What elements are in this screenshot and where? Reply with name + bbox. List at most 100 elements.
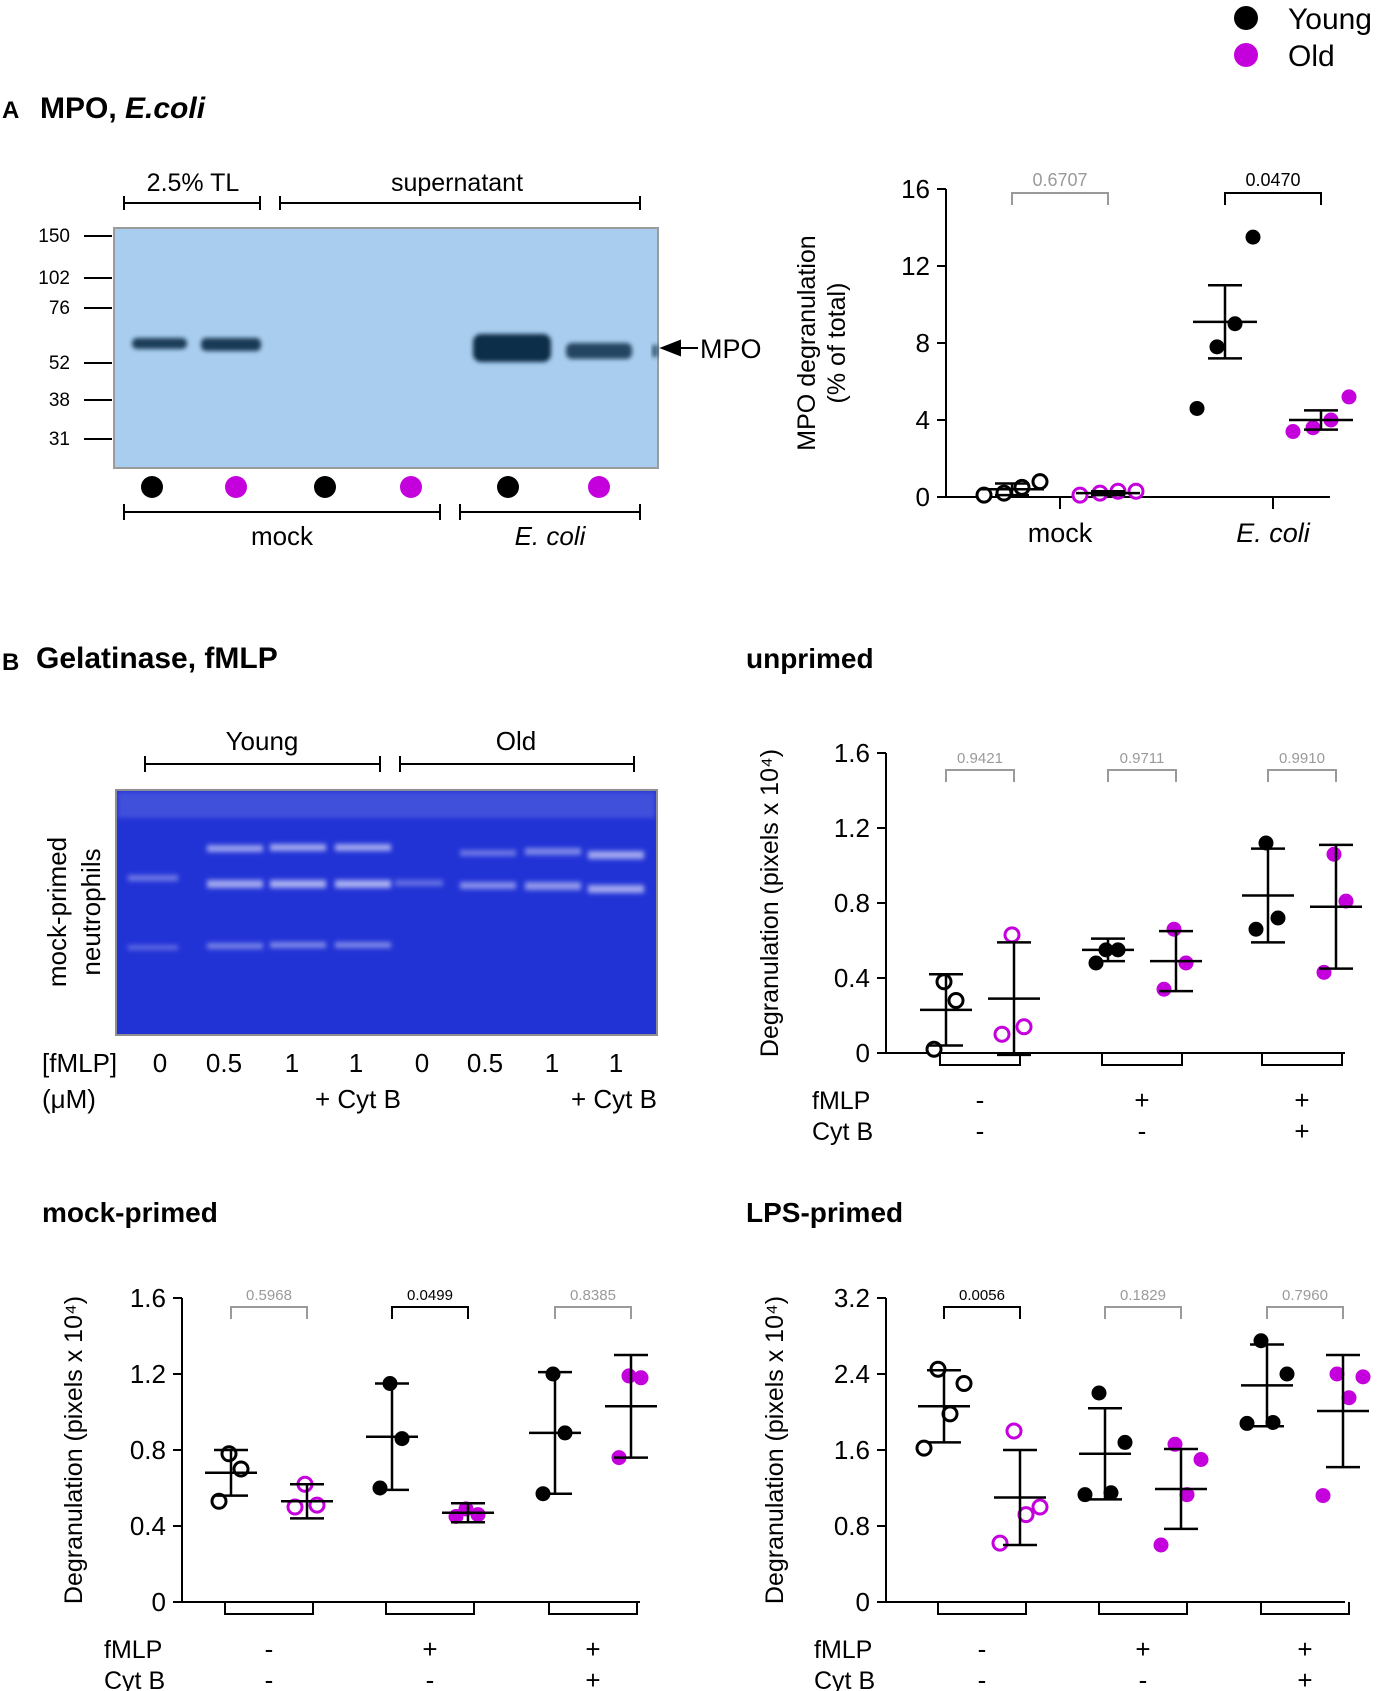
gel-side-label-1: mock-primed (42, 837, 72, 987)
p-value-bracket (1104, 1306, 1182, 1319)
p-value-bracket (554, 1306, 632, 1319)
gel-background (115, 789, 658, 1036)
gel-concentrations: 0 0.5 1 1 0 0.5 1 1 + Cyt B + Cyt B (153, 1048, 657, 1114)
y-tick-label: 0 (856, 1038, 870, 1068)
data-point-young (1189, 400, 1205, 416)
data-point-old (1193, 1452, 1209, 1467)
gel-conc-lane7: 1 (545, 1048, 559, 1078)
gel-band (525, 848, 581, 855)
condition-cytb-value: - (1139, 1665, 1148, 1691)
p-value-label: 0.0470 (1245, 170, 1300, 190)
condition-cytb-value: - (978, 1665, 987, 1691)
data-point-young (1248, 921, 1264, 937)
p-value-bracket (230, 1306, 308, 1319)
blot-bracket-mock (123, 504, 441, 520)
p-value-label: 0.7960 (1282, 1287, 1328, 1304)
condition-fmlp-value: - (978, 1634, 987, 1664)
data-point-young (915, 1439, 933, 1457)
data-point-old (1338, 893, 1354, 909)
y-tick-label: 8 (916, 328, 930, 358)
y-tick-label: 0.8 (130, 1435, 166, 1465)
condition-fmlp-value: + (422, 1634, 437, 1664)
condition-cytb-value: - (1138, 1116, 1147, 1146)
blot-band-lane6 (566, 343, 632, 359)
legend-young-marker (1234, 6, 1258, 30)
data-point-old (993, 1025, 1011, 1043)
lane-marker-5 (497, 476, 519, 498)
lane-marker-4 (400, 476, 422, 498)
data-point-old (1285, 424, 1301, 440)
data-point-young (1088, 955, 1104, 971)
condition-fmlp-value: + (1134, 1085, 1149, 1115)
blot-group-mock: mock (251, 521, 314, 551)
data-point-old (1015, 1018, 1033, 1036)
gel-group-old: Old (496, 726, 536, 756)
blot-bands (132, 334, 658, 362)
gel-bracket-old (399, 756, 635, 772)
chart-mock-primed: 0 0.4 0.8 1.2 1.6 Degranulation (pixels x 10⁴… (60, 1283, 657, 1691)
condition-cytb-value: - (265, 1665, 274, 1691)
gel-side-label-2: neutrophils (76, 848, 106, 975)
row-label-cytb: Cyt B (814, 1667, 875, 1691)
blot-group-tl: 2.5% TL (147, 169, 240, 197)
condition-bracket (1261, 1053, 1343, 1066)
mw-label-52: 52 (49, 353, 70, 374)
chart-mock-primed-title: mock-primed (42, 1197, 218, 1228)
condition-bracket (939, 1053, 1021, 1066)
condition-bracket (385, 1602, 475, 1615)
data-point-young (1245, 229, 1261, 245)
p-value-bracket (945, 769, 1015, 782)
lane-marker-6 (588, 476, 610, 498)
gel-band (207, 943, 263, 949)
p-value-label: 0.0056 (959, 1287, 1005, 1304)
mw-label-102: 102 (38, 268, 70, 289)
gel-conc-lane2: 0.5 (206, 1048, 242, 1078)
gel-band (270, 942, 326, 948)
p-value-label: 0.9910 (1279, 750, 1325, 767)
data-point-old (1305, 420, 1321, 436)
gel-bracket-young (144, 756, 381, 772)
gel-band (270, 880, 326, 888)
y-tick-label: 3.2 (834, 1283, 870, 1313)
y-tick-label: 12 (901, 251, 930, 281)
p-value-label: 0.6707 (1032, 170, 1087, 190)
y-axis-label: Degranulation (pixels x 10⁴) (60, 1296, 88, 1604)
y-axis-label: Degranulation (pixels x 10⁴) (756, 749, 784, 1057)
mw-label-150: 150 (38, 226, 70, 247)
data-point-old (1031, 1498, 1049, 1516)
data-point-old (1071, 486, 1089, 504)
condition-cytb-value: + (585, 1665, 600, 1691)
data-point-young (1270, 910, 1286, 926)
condition-fmlp-value: + (1135, 1634, 1150, 1664)
panel-b-title: Gelatinase, fMLP (36, 642, 278, 675)
condition-bracket (548, 1602, 638, 1615)
x-category-label: E. coli (1236, 518, 1311, 548)
gel-conc-lane6: 0.5 (467, 1048, 503, 1078)
chart-unprimed-title: unprimed (746, 643, 874, 674)
gel-band (460, 882, 516, 889)
mw-label-76: 76 (49, 298, 70, 319)
gel-band (588, 851, 644, 859)
panel-a: A MPO, E.coli 2.5% TL supernatant 150 10… (2, 92, 1357, 551)
condition-fmlp-value: + (585, 1634, 600, 1664)
y-axis-label: Degranulation (pixels x 10⁴) (761, 1296, 789, 1604)
gel-row-label-fmlp: [fMLP] (42, 1048, 117, 1078)
y-tick-label: 1.6 (834, 1435, 870, 1465)
data-point-young (947, 992, 965, 1009)
data-point-old (1166, 921, 1182, 937)
y-tick-label: 16 (901, 174, 930, 204)
data-point-old (621, 1368, 637, 1384)
legend-young-label: Young (1288, 3, 1372, 36)
gel-group-young: Young (226, 726, 299, 756)
mw-label-38: 38 (49, 390, 70, 411)
condition-bracket (1101, 1053, 1183, 1066)
gel-bands (128, 844, 644, 950)
x-category-label: mock (1028, 518, 1093, 548)
data-point-young (210, 1492, 228, 1510)
data-point-young (955, 1375, 973, 1392)
row-label-cytb: Cyt B (104, 1667, 165, 1691)
p-value-bracket (1011, 192, 1109, 205)
data-point-old (1153, 1537, 1169, 1553)
blot-band-lane1 (132, 338, 187, 349)
gelatinase-zymogram: Young Old (42, 726, 658, 1114)
